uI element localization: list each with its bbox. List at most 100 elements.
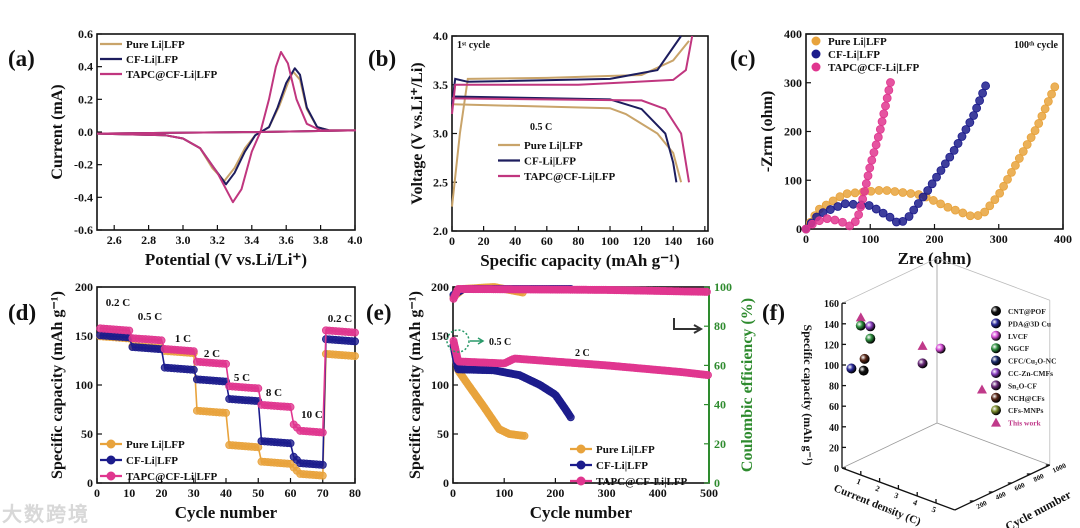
data-point: [923, 186, 933, 195]
data-point: [973, 211, 983, 220]
data-point: [318, 471, 327, 480]
data-point: [1007, 167, 1016, 177]
data-point: [1026, 133, 1036, 142]
legend-item-7: NCH@CFs: [1008, 394, 1045, 403]
x-tick-label: 100: [495, 486, 513, 500]
legend-item-6: Sn₂O-CF: [1008, 381, 1037, 390]
y-tick-label: -0.2: [74, 158, 93, 172]
y-tick-label: 200: [784, 125, 802, 139]
cycle-annotation: 1ˢᵗ cycle: [457, 40, 490, 51]
data-point-sn-o-cf: [917, 358, 928, 369]
data-point: [1014, 154, 1024, 163]
y-tick-label: 0: [796, 222, 802, 236]
watermark-logo: 大数跨境: [2, 503, 90, 525]
right-axis-arrow-icon: [673, 318, 704, 334]
x-tick-label: 60: [285, 486, 297, 500]
data-point: [157, 336, 166, 345]
x-tick-label: 40: [509, 234, 521, 248]
data-point: [873, 132, 883, 142]
panel-label-b: (b): [368, 46, 396, 71]
y-tick-label: 0.0: [78, 125, 93, 139]
data-point: [884, 85, 894, 95]
data-point: [801, 224, 811, 234]
data-point: [1030, 126, 1040, 135]
x-tick-label: 2.6: [107, 233, 122, 247]
y-tick-label: 2.5: [433, 175, 448, 189]
data-point: [854, 210, 864, 220]
z-tick-label: 100: [824, 361, 839, 372]
legend-item-8: CFs-MNPs: [1008, 406, 1043, 415]
z-tick-label: 160: [824, 299, 839, 310]
rate-annotation: 0.5 C: [489, 337, 511, 348]
data-point-nch-cfs: [859, 353, 870, 364]
data-point: [189, 365, 198, 374]
data-point-this-work: [976, 384, 987, 394]
charge-curve-2: [451, 35, 694, 115]
data-point: [928, 196, 938, 205]
data-point-cc-zn-cmfs: [865, 321, 876, 332]
x-tick-label: 3.8: [313, 233, 328, 247]
rate-label: 5 C: [234, 372, 250, 384]
data-point: [807, 219, 817, 229]
y-tick-label: 200: [75, 280, 93, 294]
data-point: [945, 152, 955, 162]
data-point: [869, 148, 879, 157]
z-tick-label: 40: [829, 423, 839, 434]
legend-item-1-marker: [106, 455, 116, 465]
data-point: [918, 192, 928, 202]
y-tick-label: 2.0: [433, 224, 448, 238]
data-point: [856, 202, 866, 212]
x-tick-label: 80: [572, 234, 584, 248]
x-tick-label: 40: [220, 486, 232, 500]
x-tick-label: 2.8: [141, 233, 156, 247]
data-point: [965, 118, 975, 127]
z-tick-label: 140: [824, 320, 839, 331]
z-tick-label: 20: [829, 443, 839, 454]
x-axis-title: Cycle number: [530, 503, 633, 522]
legend-marker-2: [991, 330, 1001, 341]
x-axis-title: Specific capacity (mAh g⁻¹): [480, 251, 680, 270]
rate-annotation: 0.5 C: [530, 122, 552, 133]
capacity-point: [566, 413, 575, 422]
y-tick-label: 100: [784, 173, 802, 187]
data-point-ngcf: [865, 333, 876, 344]
data-point: [822, 214, 832, 224]
panel-label-a: (a): [8, 46, 35, 71]
y-tick-label: 1000: [1051, 461, 1068, 474]
rate-series-2: [96, 324, 359, 437]
y-tick-label: -0.6: [74, 223, 93, 237]
legend-item-2: TAPC@CF-Li|LFP: [126, 69, 218, 81]
data-point: [286, 439, 295, 448]
y2-tick-label: 20: [714, 437, 726, 451]
legend-item-0: Pure Li|LFP: [596, 444, 655, 456]
ce-point: [702, 287, 711, 296]
legend-item-2: LVCF: [1008, 332, 1028, 341]
data-point: [909, 205, 919, 215]
y-tick-label: 0.2: [78, 92, 93, 106]
y-tick-label: 3.0: [433, 127, 448, 141]
capacity-point: [520, 431, 529, 440]
data-point: [871, 140, 881, 150]
legend-item-4: CFC/Cu₂O-NC: [1008, 357, 1057, 366]
floor-edge: [841, 422, 938, 469]
legend-marker-9: [991, 417, 1001, 427]
top-edge: [936, 257, 1050, 301]
x-axis-title: Zre (ohm): [898, 249, 972, 268]
y-tick-label: 400: [994, 490, 1007, 502]
y2-axis-title: Coulombic efficiency (%): [739, 298, 756, 472]
legend-item-1: CF-Li|LFP: [828, 49, 880, 61]
panel-label-c: (c): [730, 46, 756, 71]
x-tick-label: 0: [94, 486, 100, 500]
data-point: [898, 216, 908, 226]
data-point: [943, 202, 953, 212]
data-point: [961, 125, 971, 134]
arrow-icon: [470, 337, 485, 345]
legend-marker-3: [991, 343, 1001, 354]
legend-item-1: CF-Li|LFP: [596, 460, 648, 472]
data-point: [863, 171, 873, 181]
x-tick-label: 20: [156, 486, 168, 500]
x-tick-label: 0: [803, 232, 809, 246]
data-point: [999, 181, 1008, 191]
data-point: [927, 179, 937, 189]
data-point: [985, 201, 995, 211]
